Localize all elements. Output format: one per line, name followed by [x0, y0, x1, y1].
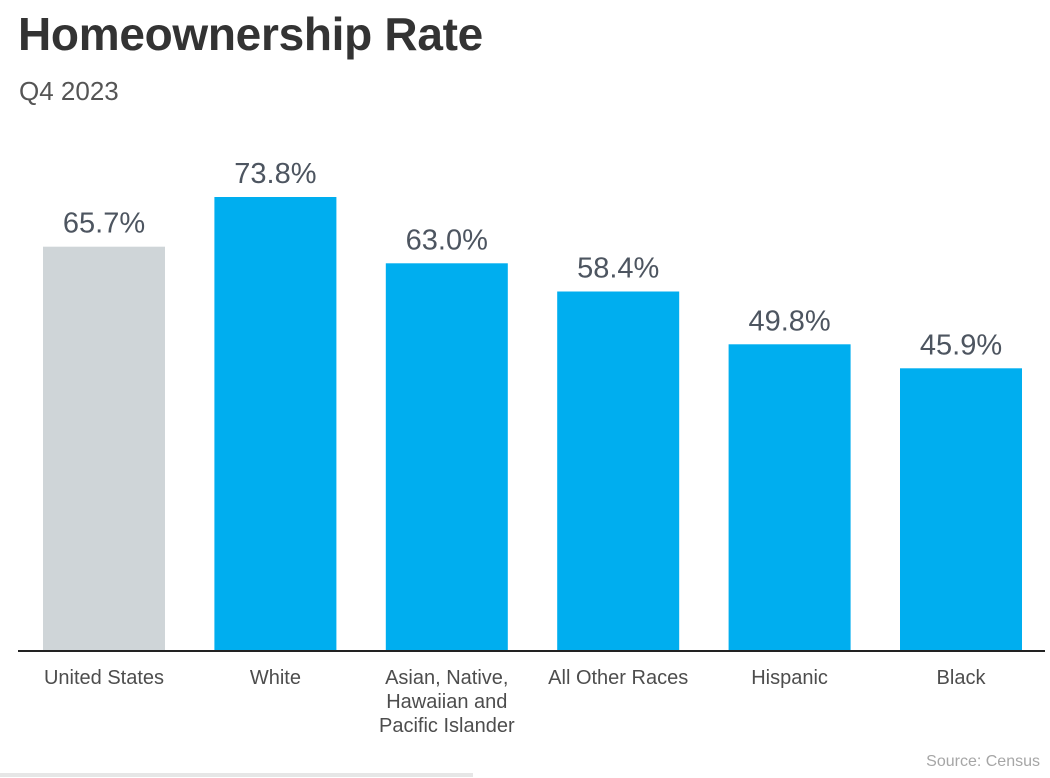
value-labels-layer: 65.7% 73.8% 63.0% 58.4% 49.8% 45.9%	[63, 158, 1002, 361]
value-label-2: 63.0%	[406, 224, 488, 256]
source-note: Source: Census	[926, 753, 1040, 770]
bar-4	[728, 344, 851, 650]
bar-3	[557, 291, 680, 650]
category-label-1: White	[250, 667, 301, 689]
category-label-5: Black	[937, 667, 987, 689]
value-label-0: 65.7%	[63, 208, 145, 240]
category-label-line: United States	[44, 667, 164, 689]
category-label-line: Hispanic	[751, 667, 828, 689]
chart-subtitle: Q4 2023	[19, 76, 119, 106]
bar-5	[900, 368, 1022, 650]
category-label-line: Asian, Native,	[385, 667, 508, 689]
category-label-0: United States	[44, 667, 164, 689]
category-label-4: Hispanic	[751, 667, 828, 689]
value-label-3: 58.4%	[577, 253, 659, 285]
category-label-line: Black	[937, 667, 987, 689]
horizontal-scrollbar[interactable]	[0, 773, 473, 777]
value-label-5: 45.9%	[920, 329, 1002, 361]
value-label-1: 73.8%	[234, 158, 316, 190]
bar-2	[385, 263, 508, 650]
bar-0	[43, 246, 165, 650]
value-label-4: 49.8%	[748, 305, 830, 337]
chart-title: Homeownership Rate	[18, 8, 483, 60]
category-label-line: All Other Races	[548, 667, 688, 689]
category-label-line: White	[250, 667, 301, 689]
bar-1	[214, 197, 337, 650]
category-label-3: All Other Races	[548, 667, 688, 689]
category-label-line: Pacific Islander	[379, 715, 515, 737]
category-label-line: Hawaiian and	[386, 691, 507, 713]
category-label-2: Asian, Native, Hawaiian and Pacific Island…	[379, 667, 515, 737]
bars-layer	[43, 197, 1022, 650]
category-labels-layer: United States White Asian, Native, Hawaiian…	[44, 667, 986, 737]
